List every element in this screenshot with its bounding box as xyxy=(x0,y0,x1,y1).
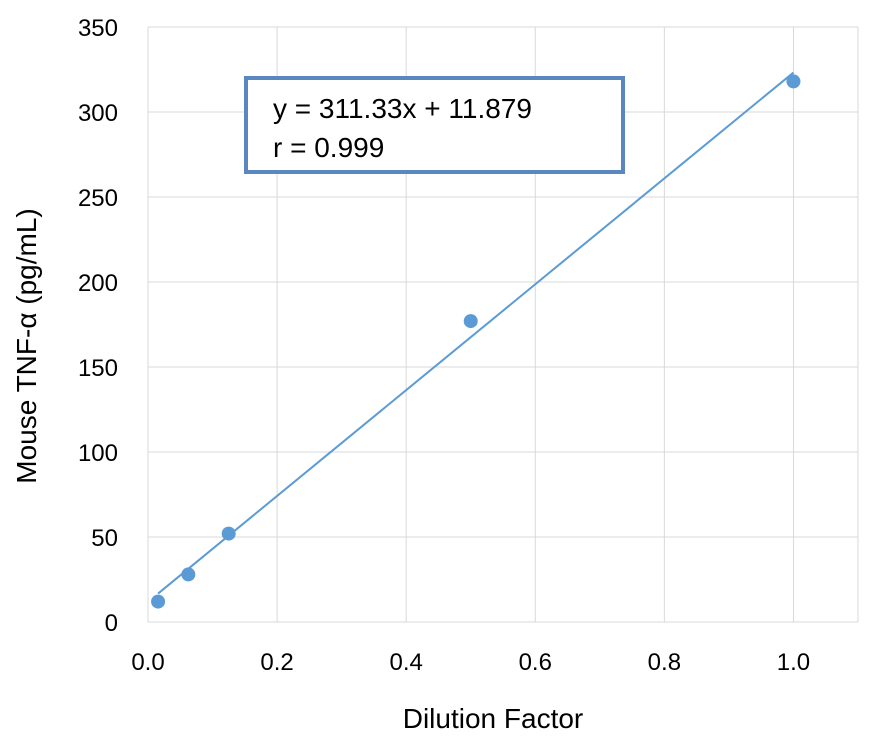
equation-box xyxy=(244,76,625,174)
y-tick-label: 150 xyxy=(78,355,118,382)
trendline xyxy=(157,71,795,595)
correlation-line: r = 0.999 xyxy=(273,132,384,163)
x-tick-label: 0.4 xyxy=(389,649,422,676)
y-tick-label: 100 xyxy=(78,440,118,467)
data-point xyxy=(463,314,478,329)
data-point xyxy=(151,594,166,609)
x-tick-label: 0.8 xyxy=(648,649,681,676)
x-axis-title: Dilution Factor xyxy=(403,703,584,734)
x-tick-label: 0.6 xyxy=(519,649,552,676)
data-points xyxy=(151,74,801,609)
x-tick-labels: 0.0 0.2 0.4 0.6 0.8 1.0 xyxy=(131,649,810,676)
data-point xyxy=(181,567,196,582)
y-tick-label: 250 xyxy=(78,185,118,212)
x-tick-label: 0.0 xyxy=(131,649,164,676)
data-point xyxy=(786,74,801,89)
y-tick-label: 300 xyxy=(78,100,118,127)
equation-annotation: y = 311.33x + 11.879 r = 0.999 xyxy=(244,76,625,174)
y-axis-title: Mouse TNF-α (pg/mL) xyxy=(11,208,42,484)
y-tick-label: 350 xyxy=(78,15,118,42)
y-tick-label: 0 xyxy=(105,610,118,637)
y-tick-label: 50 xyxy=(91,525,118,552)
data-point xyxy=(221,526,236,541)
x-tick-label: 1.0 xyxy=(777,649,810,676)
y-tick-labels: 0 50 100 150 200 250 300 350 xyxy=(78,15,118,637)
y-tick-label: 200 xyxy=(78,270,118,297)
equation-line: y = 311.33x + 11.879 xyxy=(273,93,532,124)
x-tick-label: 0.2 xyxy=(260,649,293,676)
trendline-layer xyxy=(157,71,795,595)
